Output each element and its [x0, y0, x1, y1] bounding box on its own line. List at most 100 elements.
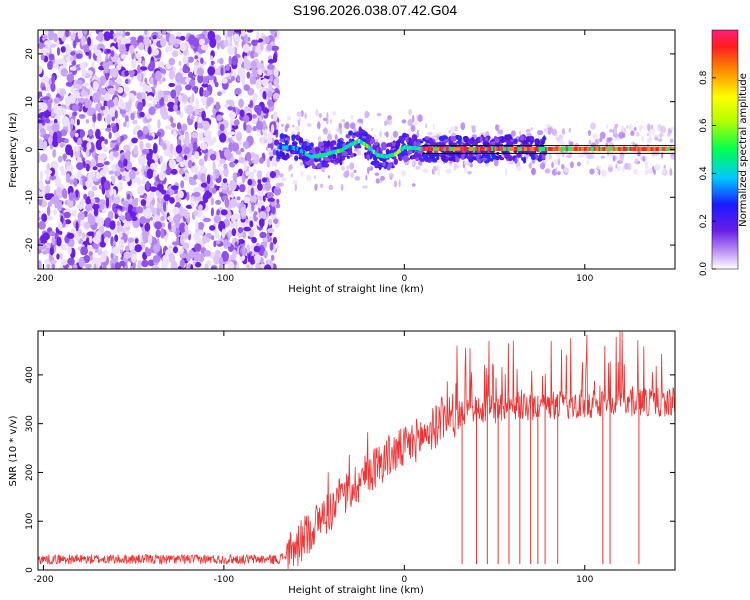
noise-cell	[39, 170, 44, 181]
noise-cell	[646, 137, 653, 144]
ridge-cell	[533, 147, 536, 151]
noise-cell	[197, 238, 201, 244]
signal-cell	[339, 158, 343, 166]
noise-cell	[120, 266, 124, 269]
noise-cell	[146, 195, 154, 201]
noise-cell	[586, 160, 590, 165]
noise-cell	[563, 166, 569, 173]
noise-cell	[193, 210, 199, 216]
noise-cell	[78, 257, 85, 268]
ridge-cell	[301, 149, 304, 154]
noise-cell	[48, 60, 53, 66]
ridge-cell	[303, 150, 306, 155]
ridge-cell	[517, 147, 520, 151]
noise-cell	[60, 259, 68, 266]
noise-cell	[38, 243, 47, 251]
noise-cell	[108, 102, 115, 108]
colorbar-tick-label: 0.8	[699, 70, 709, 85]
noise-cell	[245, 124, 252, 134]
noise-cell	[143, 208, 151, 219]
noise-cell	[407, 129, 411, 135]
noise-cell	[179, 35, 186, 41]
signal-cell	[338, 140, 344, 145]
noise-cell	[212, 171, 216, 182]
ridge-cell	[515, 147, 518, 151]
noise-cell	[630, 130, 635, 136]
noise-cell	[608, 164, 614, 168]
noise-cell	[647, 168, 653, 174]
noise-cell	[614, 137, 619, 141]
noise-cell	[216, 150, 220, 162]
ridge-cell	[380, 154, 384, 158]
ridge-cell	[338, 148, 341, 153]
noise-cell	[644, 169, 649, 176]
signal-cell	[427, 158, 432, 163]
ridge-cell	[468, 147, 471, 151]
noise-cell	[548, 126, 553, 134]
noise-cell	[437, 168, 441, 176]
noise-cell	[237, 227, 244, 234]
noise-cell	[210, 153, 217, 161]
noise-cell	[95, 139, 103, 151]
noise-cell	[75, 189, 79, 198]
noise-cell	[206, 97, 212, 107]
signal-cell	[373, 141, 379, 146]
noise-cell	[253, 52, 259, 58]
noise-cell	[238, 98, 244, 109]
noise-cell	[217, 65, 221, 76]
noise-cell	[93, 263, 97, 269]
noise-cell	[608, 165, 613, 173]
noise-cell	[273, 218, 279, 224]
signal-cell	[370, 138, 376, 144]
noise-cell	[296, 111, 303, 117]
signal-cell	[499, 143, 504, 148]
noise-cell	[202, 235, 208, 244]
ridge-cell	[278, 145, 281, 150]
signal-cell	[522, 156, 527, 164]
y-tick-label: 100	[25, 512, 35, 529]
noise-cell	[100, 253, 107, 263]
noise-cell	[98, 199, 107, 207]
noise-cell	[249, 220, 254, 228]
noise-cell	[250, 187, 254, 197]
noise-cell	[353, 169, 357, 173]
noise-cell	[152, 152, 157, 162]
noise-cell	[191, 93, 195, 103]
noise-cell	[199, 86, 204, 97]
x-tick-label: -200	[33, 274, 54, 284]
noise-cell	[557, 171, 561, 176]
noise-cell	[76, 119, 80, 126]
noise-cell	[111, 194, 115, 201]
ridge-cell	[596, 147, 600, 151]
signal-cell	[295, 150, 299, 154]
noise-cell	[267, 197, 276, 202]
noise-cell	[211, 187, 217, 194]
signal-cell	[390, 145, 394, 150]
noise-cell	[234, 241, 238, 247]
noise-cell	[88, 236, 93, 244]
ridge-cell	[309, 154, 312, 159]
noise-cell	[232, 221, 239, 229]
noise-cell	[493, 159, 499, 167]
x-tick-label: -100	[214, 575, 235, 585]
noise-cell	[114, 96, 119, 107]
noise-cell	[110, 228, 118, 235]
noise-cell	[118, 181, 123, 192]
noise-cell	[153, 243, 161, 253]
noise-cell	[213, 240, 217, 248]
noise-cell	[231, 142, 240, 152]
noise-cell	[297, 119, 301, 127]
signal-cell	[273, 139, 280, 146]
noise-cell	[154, 70, 162, 82]
x-tick-label: 0	[401, 274, 407, 284]
colorbar-tick-label: 0.2	[699, 214, 709, 228]
ridge-cell	[491, 147, 494, 151]
ridge-cell	[356, 139, 359, 144]
noise-cell	[415, 165, 421, 170]
ridge-cell	[429, 147, 432, 151]
noise-cell	[230, 192, 235, 199]
noise-cell	[152, 142, 158, 154]
ridge-cell	[561, 147, 564, 151]
ridge-cell	[457, 147, 460, 151]
noise-cell	[158, 171, 166, 181]
